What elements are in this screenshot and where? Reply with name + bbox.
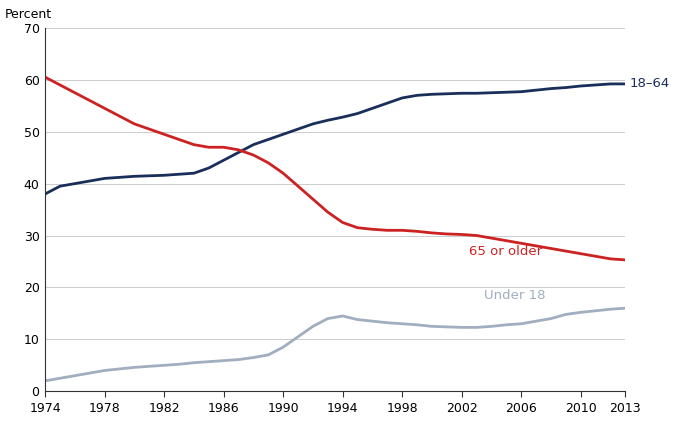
Text: 18–64: 18–64 — [630, 77, 670, 91]
Text: 65 or older: 65 or older — [469, 244, 542, 258]
Text: Percent: Percent — [5, 8, 52, 21]
Text: Under 18: Under 18 — [484, 289, 546, 302]
